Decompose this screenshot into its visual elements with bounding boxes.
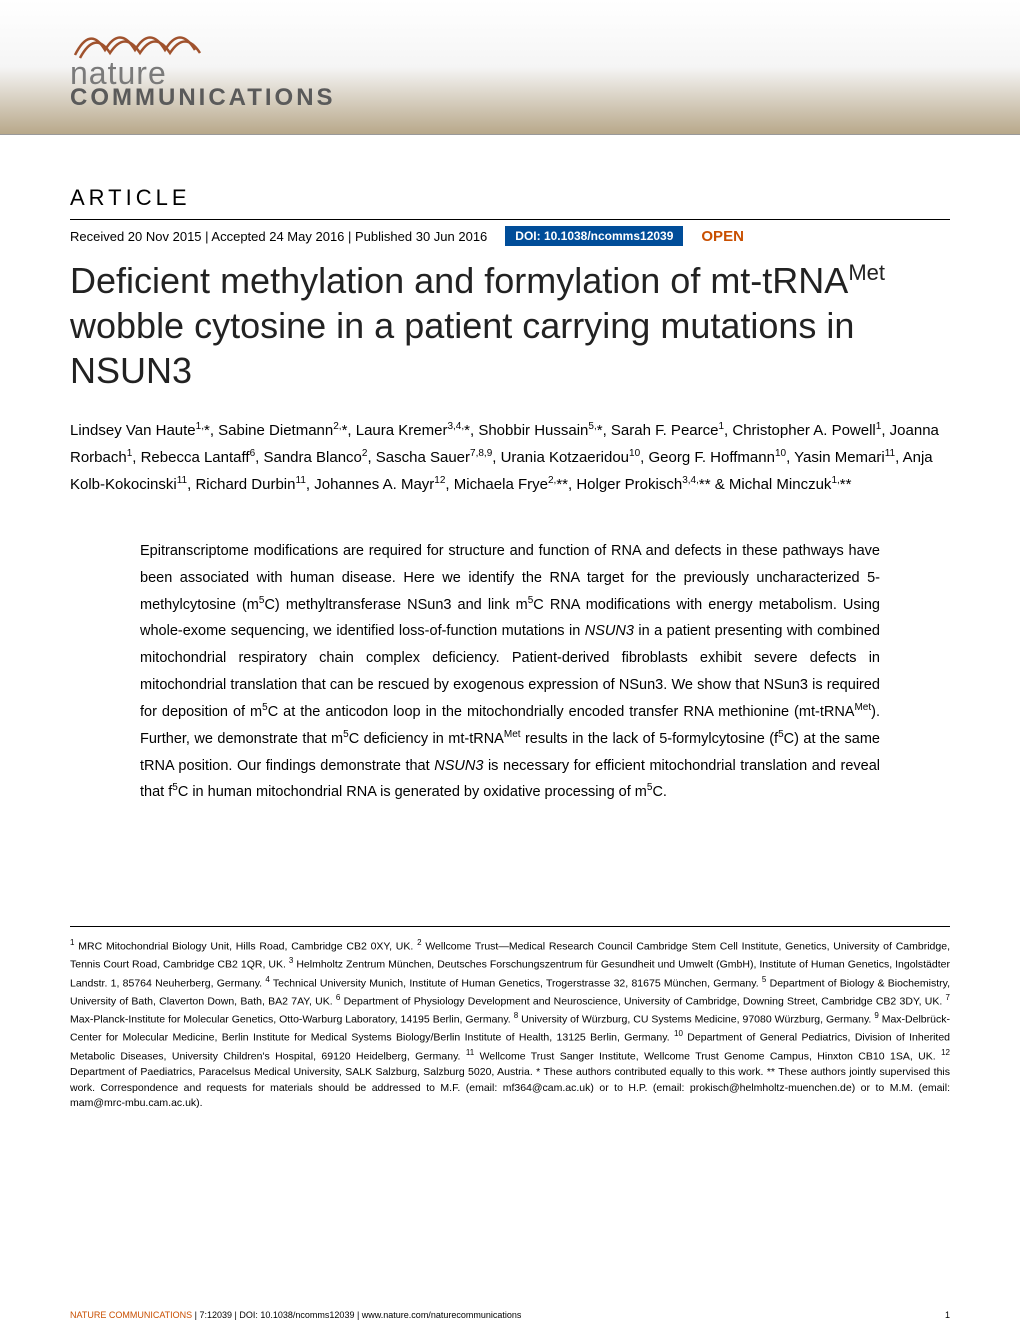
article-title: Deficient methylation and formylation of… <box>70 258 950 393</box>
page-number: 1 <box>945 1310 950 1320</box>
article-content: ARTICLE Received 20 Nov 2015 | Accepted … <box>0 135 1020 1132</box>
logo-text-communications: COMMUNICATIONS <box>70 84 336 112</box>
published-date: Published 30 Jun 2016 <box>355 229 487 244</box>
journal-logo: nature COMMUNICATIONS <box>70 20 336 112</box>
title-part-2: wobble cytosine in a patient carrying mu… <box>70 305 854 391</box>
journal-banner: nature COMMUNICATIONS <box>0 0 1020 135</box>
title-superscript: Met <box>848 260 885 285</box>
affiliations-block: 1 MRC Mitochondrial Biology Unit, Hills … <box>70 926 950 1112</box>
open-access-badge: OPEN <box>701 228 744 245</box>
page-footer: NATURE COMMUNICATIONS | 7:12039 | DOI: 1… <box>70 1310 950 1320</box>
metadata-row: Received 20 Nov 2015 | Accepted 24 May 2… <box>70 219 950 246</box>
abstract-text: Epitranscriptome modifications are requi… <box>140 538 880 806</box>
footer-journal: NATURE COMMUNICATIONS <box>70 1310 192 1320</box>
received-date: Received 20 Nov 2015 <box>70 229 202 244</box>
nature-wave-icon <box>70 20 220 60</box>
dates-text: Received 20 Nov 2015 | Accepted 24 May 2… <box>70 229 487 244</box>
footer-citation-text: | 7:12039 | DOI: 10.1038/ncomms12039 | w… <box>192 1310 521 1320</box>
doi-badge: DOI: 10.1038/ncomms12039 <box>505 226 683 246</box>
article-type-label: ARTICLE <box>70 185 950 211</box>
title-part-1: Deficient methylation and formylation of… <box>70 260 848 301</box>
footer-citation: NATURE COMMUNICATIONS | 7:12039 | DOI: 1… <box>70 1310 521 1320</box>
accepted-date: Accepted 24 May 2016 <box>211 229 344 244</box>
author-list: Lindsey Van Haute1,*, Sabine Dietmann2,*… <box>70 417 950 498</box>
